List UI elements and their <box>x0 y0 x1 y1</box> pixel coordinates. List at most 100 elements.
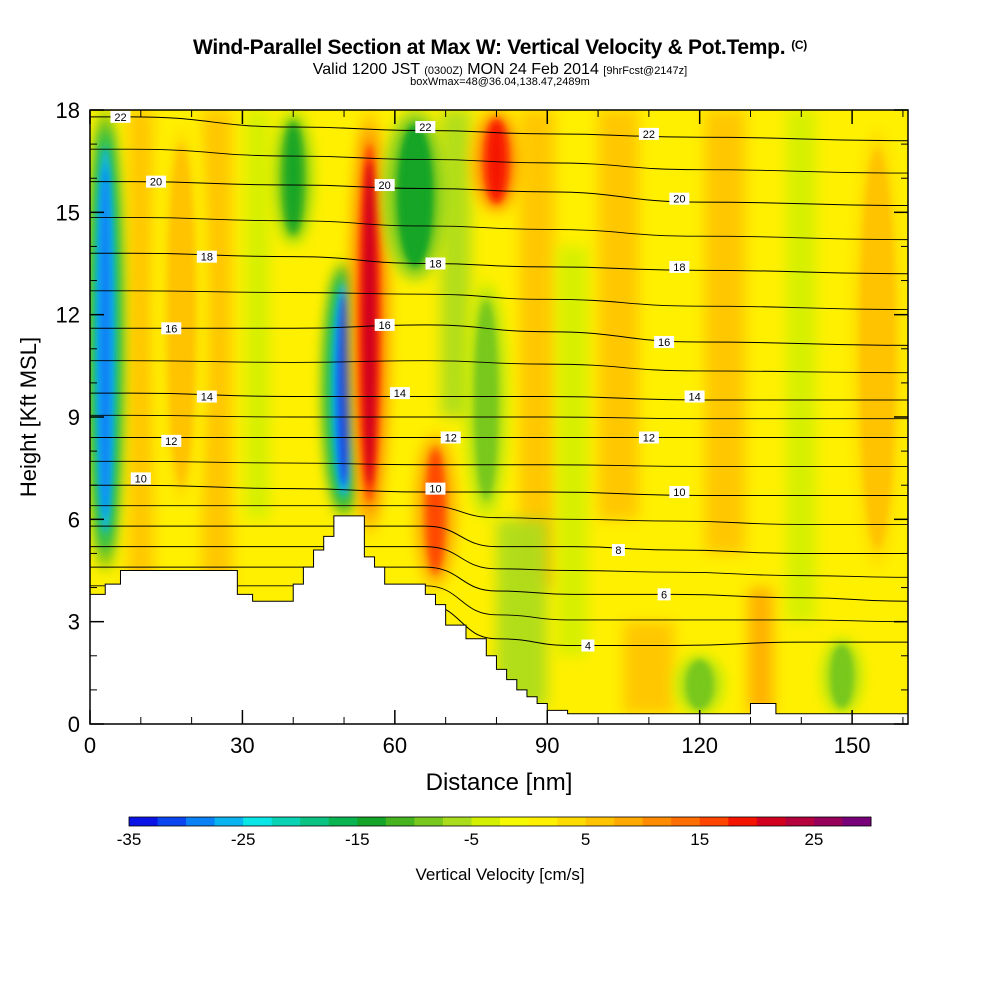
colorbar-swatch-23 <box>785 817 815 826</box>
y-tick-label-4: 12 <box>56 303 80 328</box>
isoline-label-text-8: 20 <box>379 180 391 192</box>
colorbar-swatch-15 <box>557 817 587 826</box>
isoline-label-bg-3 <box>161 322 182 335</box>
isoline-label-bg-10 <box>374 318 395 331</box>
y-tick-label-0: 0 <box>68 712 80 737</box>
x-tick-label-4: 120 <box>681 733 718 758</box>
isoline-label-22: 6 <box>657 588 671 601</box>
isoline-label-6: 10 <box>130 472 151 485</box>
isoline-label-bg-17 <box>654 335 675 348</box>
isoline-label-text-14: 22 <box>643 129 655 141</box>
valid-date: MON 24 Feb 2014 <box>467 61 599 78</box>
isoline-label-bg-0 <box>110 110 131 123</box>
x-tick-label-0: 0 <box>84 733 96 758</box>
x-tick-label-1: 30 <box>230 733 254 758</box>
isoline-label-text-16: 18 <box>673 262 685 274</box>
isoline-8-2 <box>90 525 908 554</box>
isoline-label-bg-11 <box>389 387 410 400</box>
y-tick-label-1: 3 <box>68 610 80 635</box>
field-band-1 <box>244 110 271 520</box>
field-feature-4-3 <box>428 452 443 570</box>
colorbar-swatch-10 <box>414 817 444 826</box>
isoline-label-4: 14 <box>196 390 217 404</box>
isoline-label-text-3: 16 <box>165 323 177 335</box>
isoline-label-12: 12 <box>440 431 461 444</box>
colorbar: -35 -25 -15 -5 5 15 25 <box>117 816 872 849</box>
field-feature-11-3 <box>834 647 849 705</box>
isoline-label-text-11: 14 <box>394 388 406 400</box>
colorbar-tick-label-2: -15 <box>345 830 370 849</box>
isoline-mid-6 <box>90 290 908 310</box>
isoline-label-bg-19 <box>638 431 659 444</box>
title-main: Wind-Parallel Section at Max W: Vertical… <box>193 36 786 59</box>
colorbar-tick-label-1: -25 <box>231 830 256 849</box>
isoline-22-9 <box>90 116 908 142</box>
colorbar-swatch-7 <box>328 817 358 826</box>
y-tick-label-6: 18 <box>56 98 80 123</box>
isoline-label-23: 4 <box>581 639 595 653</box>
isoline-label-bg-14 <box>638 127 659 140</box>
isoline-label-bg-13 <box>425 482 446 495</box>
isoline-20-8 <box>90 181 908 207</box>
isoline-label-text-20: 10 <box>673 487 685 499</box>
isoline-label-text-19: 12 <box>643 432 655 444</box>
isoline-label-1: 20 <box>146 175 167 189</box>
isoline-label-bg-8 <box>374 179 395 192</box>
x-tick-label-2: 60 <box>383 733 407 758</box>
isoline-label-bg-18 <box>684 390 705 403</box>
colorbar-swatch-8 <box>357 817 387 826</box>
isoline-label-text-2: 18 <box>201 252 213 264</box>
isoline-label-text-21: 8 <box>615 545 621 557</box>
colorbar-frame <box>128 816 872 827</box>
isoline-label-bg-1 <box>146 175 167 188</box>
isoline-label-8: 20 <box>374 179 395 192</box>
axes: 0 30 60 90 120 150 0 3 6 9 12 15 18 <box>56 98 908 758</box>
isoline-mid-2 <box>90 505 908 525</box>
isoline-label-0: 22 <box>110 110 131 124</box>
field-feature-3-3 <box>403 130 427 261</box>
isoline-mid-5 <box>90 360 908 374</box>
isoline-label-text-9: 18 <box>429 259 441 271</box>
colorbar-swatch-9 <box>385 817 415 826</box>
colorbar-swatch-12 <box>471 817 501 826</box>
isoline-label-text-10: 16 <box>379 320 391 332</box>
field-feature-6-3 <box>286 126 301 231</box>
isoline-mid-8 <box>90 148 908 174</box>
x-tick-label-3: 90 <box>535 733 559 758</box>
colorbar-swatch-6 <box>300 817 330 826</box>
field-band-9 <box>623 621 675 714</box>
colorbar-swatch-11 <box>442 817 472 826</box>
isoline-label-text-4: 14 <box>201 392 213 404</box>
colorbar-swatch-1 <box>157 817 187 826</box>
isoline-label-21: 8 <box>611 544 625 557</box>
isoline-labels: 22 20 18 16 14 12 10 22 20 18 16 14 12 10 22 20 18 16 14 12… <box>110 110 705 653</box>
isoline-label-15: 20 <box>669 192 690 206</box>
isoline-label-7: 22 <box>415 121 436 134</box>
field-band-4 <box>598 110 639 520</box>
isoline-label-10: 16 <box>374 318 395 332</box>
colorbar-swatch-4 <box>243 817 273 826</box>
isoline-label-text-22: 6 <box>661 589 667 601</box>
isoline-mid-7 <box>90 216 908 241</box>
field-feature-9-3 <box>866 167 889 531</box>
isoline-label-19: 12 <box>638 431 659 444</box>
field-band-3 <box>557 246 588 656</box>
field-band-5 <box>704 110 746 554</box>
isoline-label-text-0: 22 <box>114 112 126 124</box>
isoline-label-text-6: 10 <box>135 473 147 485</box>
isoline-mid-3 <box>90 460 908 467</box>
field-feature-10-3 <box>691 662 709 707</box>
isoline-label-20: 10 <box>669 486 690 499</box>
isoline-label-18: 14 <box>684 390 705 404</box>
isoline-label-bg-15 <box>669 192 690 205</box>
field-feature-5-3 <box>488 122 505 201</box>
isoline-label-bg-7 <box>415 121 436 134</box>
field-feature-7-3 <box>479 309 494 491</box>
colorbar-swatch-24 <box>813 817 843 826</box>
colorbar-swatch-17 <box>614 817 644 826</box>
isoline-label-5: 12 <box>161 434 182 448</box>
isoline-label-bg-5 <box>161 434 182 447</box>
isoline-14-5 <box>90 392 908 401</box>
y-tick-label-5: 15 <box>56 200 80 225</box>
colorbar-swatch-5 <box>271 817 301 826</box>
